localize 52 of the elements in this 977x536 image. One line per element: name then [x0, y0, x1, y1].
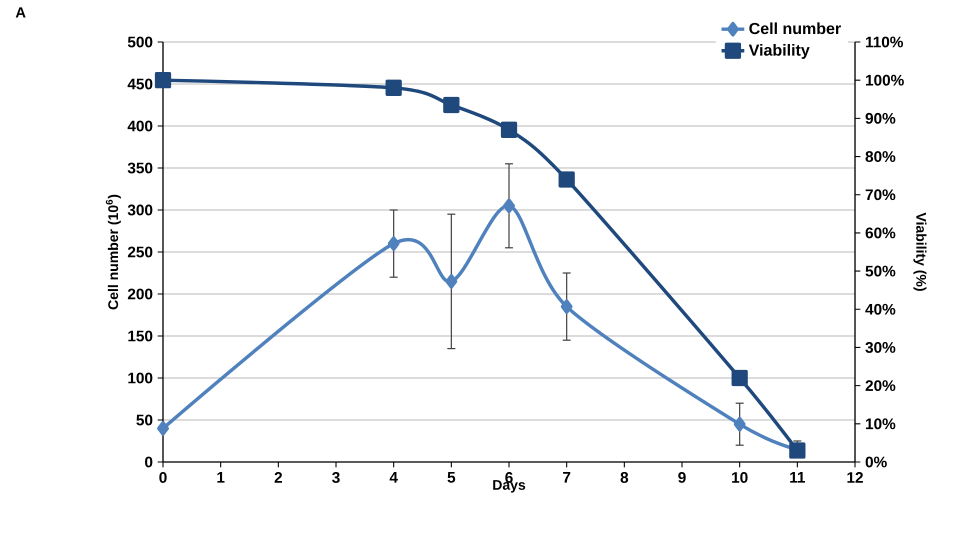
y2-tick-label: 80%: [866, 151, 896, 162]
y2-tick-label: 50%: [866, 266, 896, 277]
x-tick-label: 8: [620, 472, 628, 483]
x-tick-label: 2: [274, 472, 282, 483]
point: [388, 236, 400, 251]
y2-tick-label: 20%: [866, 380, 896, 392]
x-tick-label: 3: [332, 472, 340, 483]
y2-tick-label: 10%: [866, 418, 896, 430]
point: [732, 370, 748, 386]
y-tick-label: 500: [128, 36, 152, 48]
x-tick-label: 11: [790, 472, 806, 483]
text: A: [16, 7, 26, 18]
y-tick-label: 250: [128, 246, 152, 258]
y2-tick-label: 60%: [866, 227, 896, 238]
legend-label: Cell number: [749, 22, 841, 34]
y-tick-label: 50: [136, 414, 152, 426]
y2-tick-label: 70%: [866, 189, 896, 200]
x-tick-label: 0: [159, 472, 167, 483]
y-tick-label: 0: [145, 456, 152, 468]
point: [443, 96, 460, 114]
point: [503, 198, 515, 214]
y-tick-label: 100: [128, 372, 152, 384]
point: [560, 299, 573, 314]
x-tick-label: 1: [217, 472, 224, 483]
point: [386, 80, 402, 96]
point: [157, 421, 169, 436]
legend-label: Viability: [748, 44, 810, 59]
y2-axis-title: Viability (%): [913, 212, 926, 291]
x-tick-label: 10: [732, 472, 748, 483]
y-tick-label: 200: [128, 288, 152, 300]
y-tick-label: 450: [128, 78, 152, 90]
y-axis-title: Cell number (10$^{6}$): [106, 194, 121, 310]
y2-tick-label: 90%: [866, 112, 896, 124]
point: [445, 274, 458, 289]
x-tick-label: 7: [563, 472, 570, 483]
x-tick-label: 12: [847, 472, 863, 483]
point: [558, 171, 575, 188]
point: [500, 122, 518, 138]
y2-tick-label: 30%: [865, 342, 896, 353]
x-tick-label: 9: [678, 472, 686, 483]
y-tick-label: 400: [128, 120, 152, 132]
y-tick-label: 300: [128, 204, 152, 216]
x-tick-label: 4: [390, 472, 398, 483]
y2-tick-label: 0%: [866, 456, 887, 468]
y2-tick-label: 100%: [866, 74, 904, 86]
x-tick-label: 5: [448, 472, 456, 483]
y-tick-label: 150: [128, 330, 152, 342]
y2-tick-label: 40%: [865, 304, 896, 315]
point: [734, 416, 746, 432]
point: [154, 72, 172, 88]
y2-tick-label: 110%: [866, 36, 904, 48]
y-tick-label: 350: [128, 162, 152, 174]
